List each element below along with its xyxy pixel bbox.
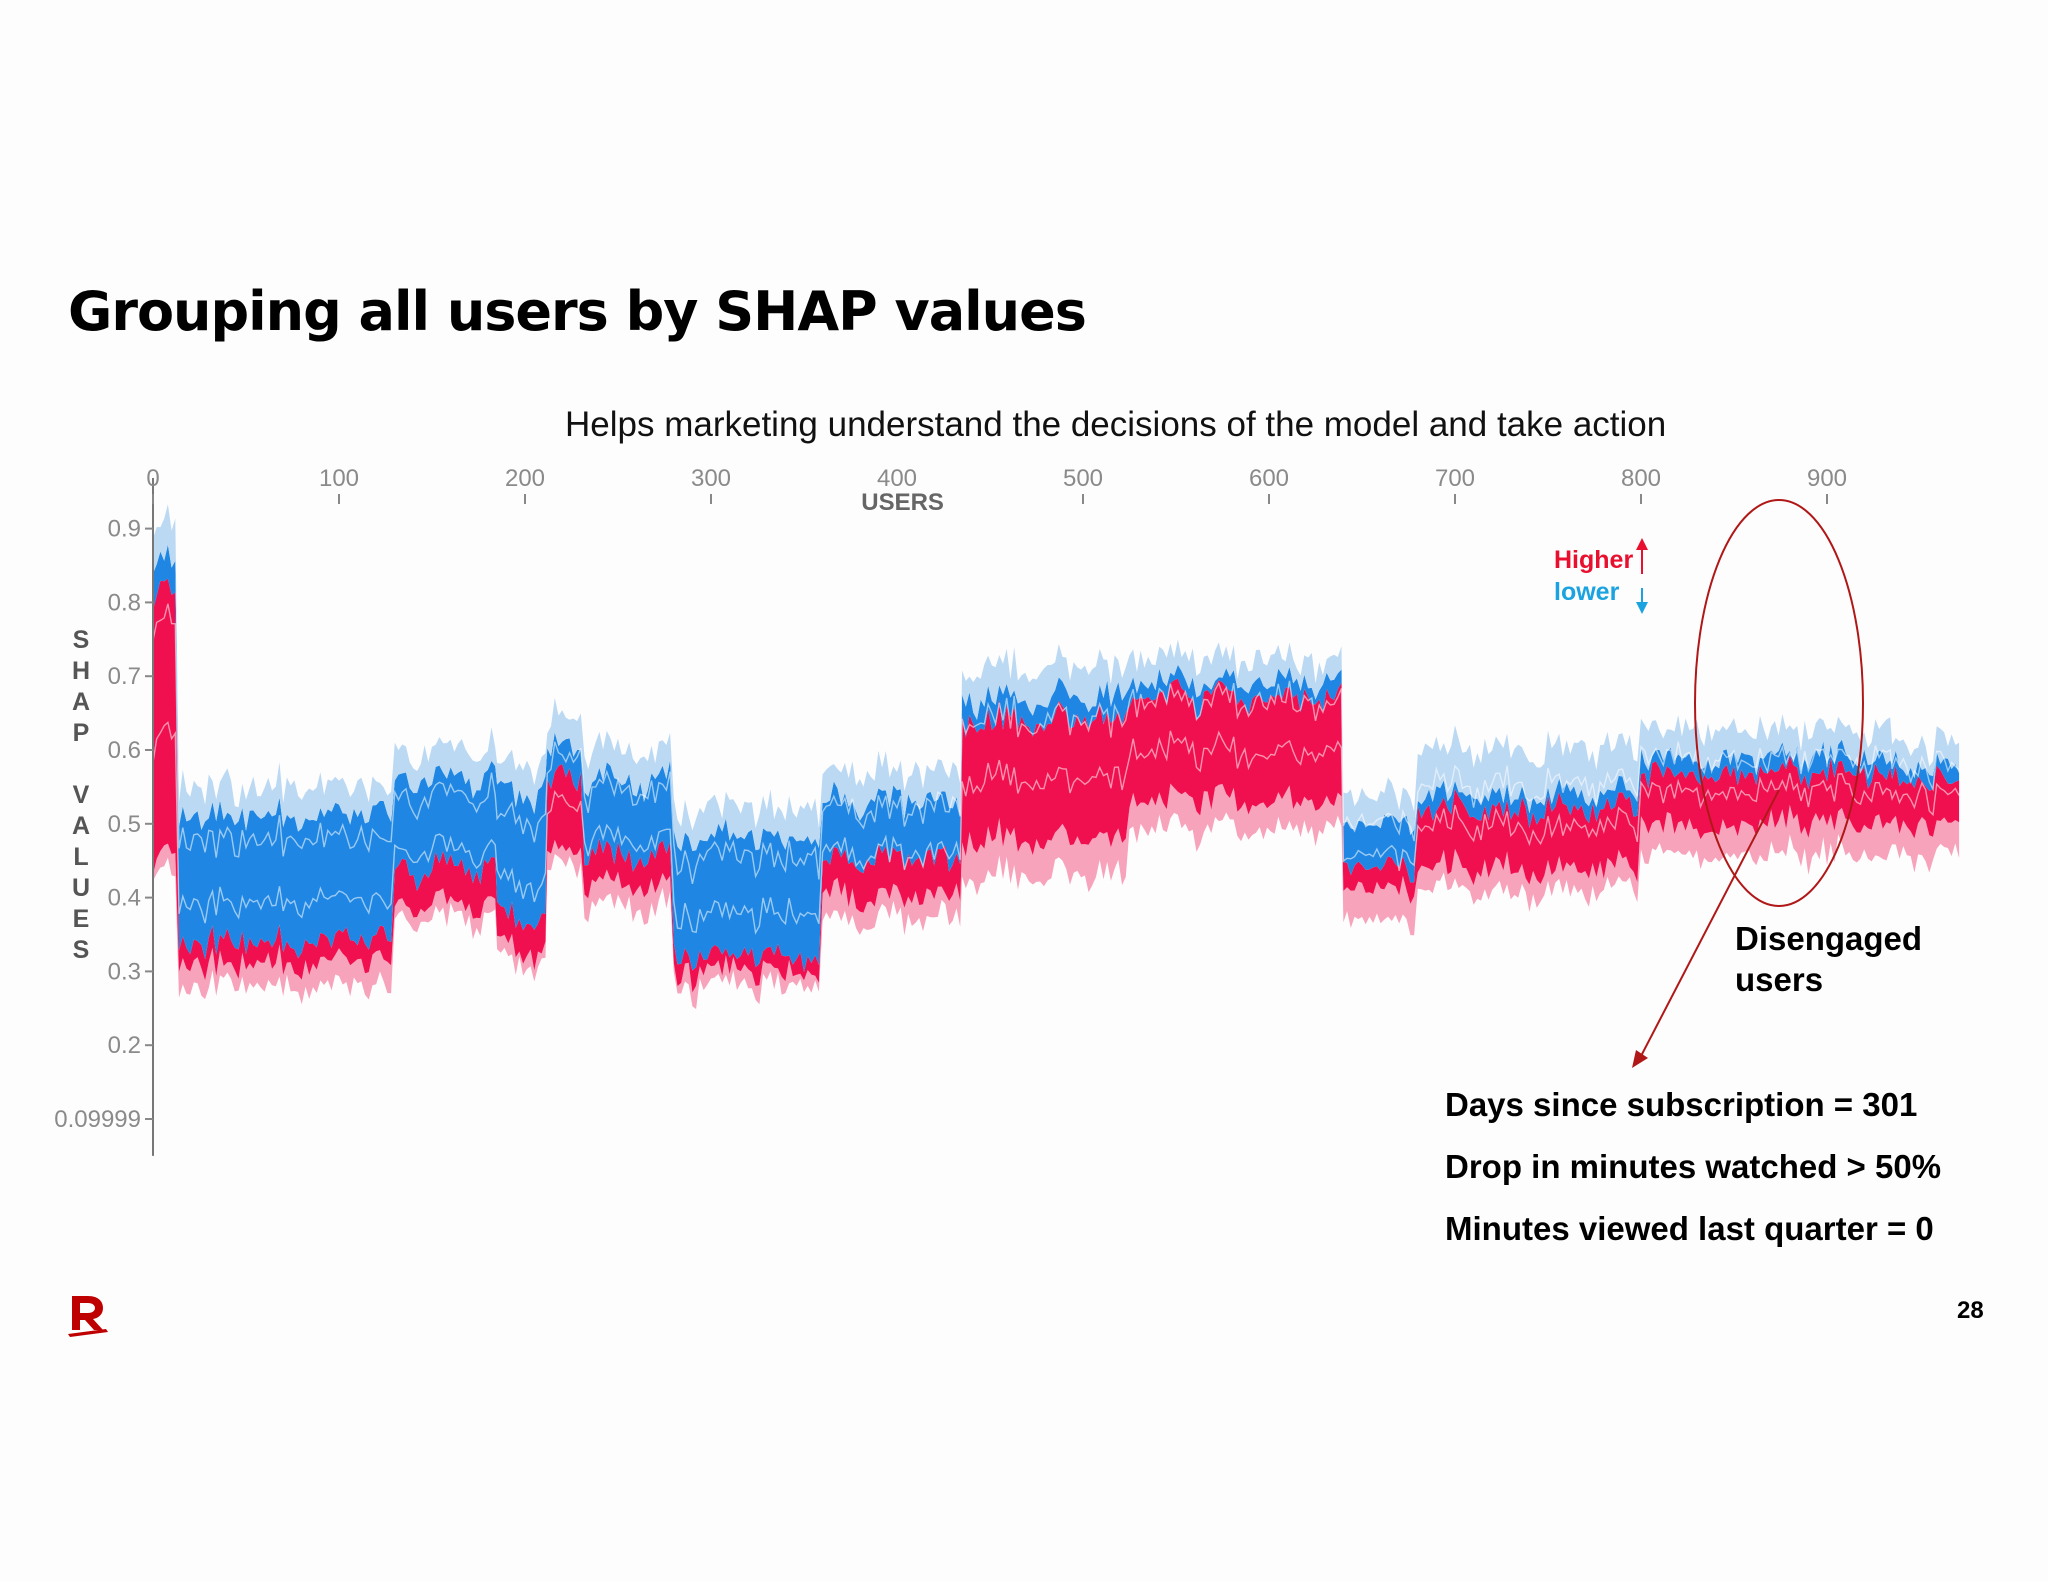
chart-axes: 0 100 200 300 400 500 600 700 800 900 USERS 0.09999… [54, 465, 1847, 1156]
x-axis-title: USERS [861, 489, 944, 516]
y-title-letter: P [72, 719, 90, 747]
x-tick-label-500: 500 [1063, 465, 1103, 492]
y-title-letter: L [73, 843, 89, 871]
higher-arrow-icon [1636, 538, 1648, 550]
slide-title: Grouping all users by SHAP values [68, 280, 1087, 343]
segment-facts-list: Days since subscription = 301 Drop in mi… [1445, 1080, 1941, 1266]
chart-annotations [1632, 499, 1864, 1068]
y-title-letter: S [72, 626, 90, 654]
x-tick-label-300: 300 [691, 465, 731, 492]
y-tick-label-7: 0.8 [108, 589, 141, 616]
x-tick-label-0: 0 [146, 465, 159, 492]
callout-arrow-head-icon [1632, 1050, 1648, 1068]
y-tick-label-8: 0.9 [108, 516, 141, 543]
x-tick-label-800: 800 [1621, 465, 1661, 492]
band-lightblue [153, 504, 1960, 852]
y-title-letter: H [71, 657, 91, 685]
y-tick-label-5: 0.6 [108, 737, 141, 764]
band-blue [153, 544, 1960, 972]
page-number: 28 [1957, 1297, 1984, 1324]
legend-lower-label: lower [1554, 578, 1620, 606]
fact-days-since-subscription: Days since subscription = 301 [1445, 1086, 1918, 1123]
band-pink [153, 783, 1960, 1010]
disengaged-highlight-ellipse [1694, 499, 1864, 907]
x-tick-label-700: 700 [1435, 465, 1475, 492]
chart-subtitle: Helps marketing understand the decisions… [565, 405, 1667, 444]
y-tick-label-2: 0.3 [108, 958, 141, 985]
lower-arrow-icon [1636, 602, 1648, 614]
fact-minutes-last-quarter: Minutes viewed last quarter = 0 [1445, 1210, 1934, 1247]
disengaged-users-label: Disengaged users [1735, 920, 1923, 998]
x-tick-label-100: 100 [319, 465, 359, 492]
y-title-letter: A [71, 688, 91, 716]
callout-arrow-line [1639, 789, 1780, 1059]
rakuten-r-logo [68, 1296, 108, 1337]
band-detail-line-1 [152, 603, 1960, 885]
y-title-letter: V [72, 781, 90, 809]
x-tick-label-200: 200 [505, 465, 545, 492]
y-tick-label-3: 0.4 [108, 885, 141, 912]
stacked-areas [152, 504, 1960, 1010]
band-detail-line-0 [152, 721, 1960, 935]
y-title-letter: S [72, 936, 90, 964]
y-title-spacer [70, 749, 92, 780]
y-title-letter: E [72, 905, 90, 933]
x-tick-label-600: 600 [1249, 465, 1289, 492]
y-tick-label-6: 0.7 [108, 663, 141, 690]
y-tick-label-1: 0.2 [108, 1032, 141, 1059]
x-tick-label-900: 900 [1807, 465, 1847, 492]
y-title-letter: A [71, 812, 91, 840]
legend-higher-label: Higher [1554, 546, 1634, 574]
y-title-letter: U [71, 874, 91, 902]
x-tick-label-400: 400 [877, 465, 917, 492]
band-red [153, 578, 1960, 993]
y-tick-label-4: 0.5 [108, 811, 141, 838]
y-tick-label-0: 0.09999 [54, 1106, 141, 1133]
fact-drop-in-minutes: Drop in minutes watched > 50% [1445, 1148, 1942, 1185]
